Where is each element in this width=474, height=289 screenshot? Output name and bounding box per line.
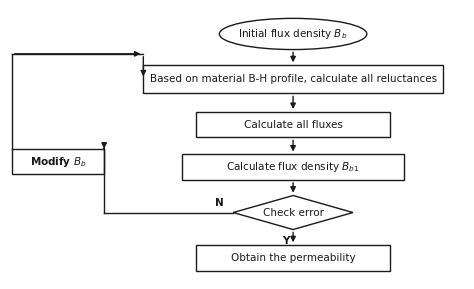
Text: Modify $B_b$: Modify $B_b$ xyxy=(30,155,86,168)
Text: Calculate all fluxes: Calculate all fluxes xyxy=(244,120,343,130)
FancyBboxPatch shape xyxy=(12,149,104,174)
Text: N: N xyxy=(215,198,224,208)
Polygon shape xyxy=(233,196,353,229)
Text: Initial flux density $B_b$: Initial flux density $B_b$ xyxy=(238,27,348,41)
Text: Y: Y xyxy=(282,236,290,246)
Text: Check error: Check error xyxy=(263,208,324,218)
FancyBboxPatch shape xyxy=(196,245,390,271)
FancyBboxPatch shape xyxy=(182,154,404,180)
Text: Obtain the permeability: Obtain the permeability xyxy=(231,253,356,263)
Ellipse shape xyxy=(219,18,367,49)
Text: Calculate flux density $B_{b1}$: Calculate flux density $B_{b1}$ xyxy=(227,160,360,174)
FancyBboxPatch shape xyxy=(143,65,443,93)
FancyBboxPatch shape xyxy=(196,112,390,137)
Text: Based on material B-H profile, calculate all reluctances: Based on material B-H profile, calculate… xyxy=(149,74,437,84)
